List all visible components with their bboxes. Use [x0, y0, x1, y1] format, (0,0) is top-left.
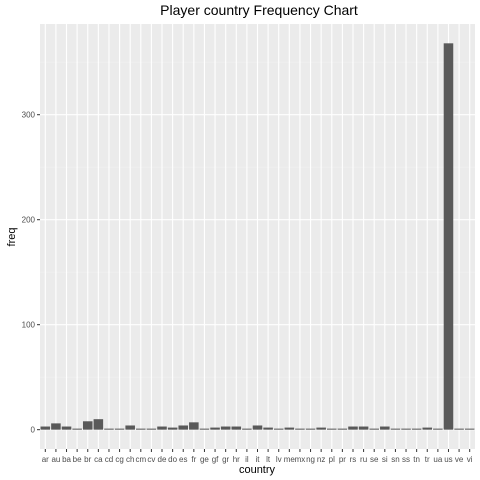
x-tick-label: vi — [467, 455, 473, 464]
x-tick-label: ar — [42, 455, 49, 464]
x-tick-label: ru — [360, 455, 367, 464]
bar-it — [252, 425, 263, 430]
bar-vi — [464, 428, 475, 430]
bar-de — [157, 426, 167, 430]
bar-tr — [422, 427, 433, 430]
x-tick-label: es — [179, 455, 187, 464]
x-tick-label: ss — [402, 455, 410, 464]
bar-cd — [104, 428, 114, 430]
x-tick-label: cv — [147, 455, 155, 464]
bar-me — [284, 427, 295, 430]
x-tick-label: nz — [317, 455, 325, 464]
x-tick-label: lt — [266, 455, 271, 464]
x-tick-label: tr — [425, 455, 430, 464]
bar-gr — [220, 426, 231, 430]
bar-us — [443, 43, 454, 430]
bar-sn — [390, 428, 401, 430]
bar-cm — [136, 428, 146, 430]
bar-il — [242, 428, 252, 430]
x-tick-label: us — [444, 455, 452, 464]
bar-cv — [146, 428, 157, 430]
x-tick-label: pl — [329, 455, 335, 464]
bar-fr — [189, 422, 199, 430]
x-tick-label: cg — [115, 455, 123, 464]
bar-mx — [295, 428, 305, 430]
bar-ch — [125, 425, 135, 430]
y-axis-title: freq — [6, 228, 18, 247]
x-tick-label: ua — [433, 455, 442, 464]
x-tick-label: cd — [105, 455, 113, 464]
x-tick-label: mx — [295, 455, 306, 464]
bar-br — [82, 421, 93, 430]
bar-lt — [263, 427, 273, 430]
bar-ru — [358, 426, 369, 430]
x-tick-label: ve — [455, 455, 464, 464]
x-axis-title: country — [239, 464, 276, 476]
bar-cg — [114, 428, 125, 430]
bar-nz — [316, 427, 326, 430]
x-tick-label: il — [245, 455, 249, 464]
bar-ar — [40, 426, 51, 430]
bar-pr — [337, 428, 348, 430]
bar-lv — [273, 428, 284, 430]
bar-tn — [411, 428, 422, 430]
bar-es — [178, 425, 189, 430]
bar-be — [72, 428, 82, 430]
bar-gf — [210, 427, 220, 430]
x-tick-label: ch — [126, 455, 134, 464]
bars — [40, 43, 475, 430]
x-tick-label: au — [51, 455, 60, 464]
x-tick-label: se — [370, 455, 379, 464]
x-tick-label: cm — [135, 455, 146, 464]
bar-rs — [348, 426, 358, 430]
bar-au — [51, 423, 61, 430]
bar-ve — [454, 428, 464, 430]
x-tick-label: de — [158, 455, 167, 464]
x-tick-label: br — [84, 455, 91, 464]
x-tick-label: me — [284, 455, 296, 464]
grid-lines — [40, 24, 475, 449]
x-tick-label: hr — [233, 455, 240, 464]
bar-hr — [231, 426, 242, 430]
x-tick-label: rs — [350, 455, 357, 464]
x-tick-label: tn — [413, 455, 420, 464]
y-tick-label: 200 — [22, 216, 36, 225]
x-tick-label: lv — [276, 455, 282, 464]
x-tick-label: gf — [212, 455, 219, 464]
y-tick-label: 0 — [31, 426, 36, 435]
bar-ng — [305, 428, 316, 430]
x-tick-label: be — [73, 455, 82, 464]
x-tick-label: gr — [222, 455, 229, 464]
x-tick-label: ng — [306, 455, 315, 464]
x-tick-label: si — [382, 455, 388, 464]
y-tick-label: 300 — [22, 111, 36, 120]
x-axis: ar au ba be br ca cd cg ch cm cv de do es fr ge gf gr hr il… — [42, 449, 473, 464]
bar-ua — [433, 428, 443, 430]
bar-ba — [61, 426, 72, 430]
x-tick-label: ca — [94, 455, 103, 464]
x-tick-label: it — [256, 455, 261, 464]
bar-ca — [93, 419, 104, 430]
x-tick-label: ge — [200, 455, 209, 464]
x-tick-label: sn — [391, 455, 399, 464]
bar-ss — [401, 428, 411, 430]
x-tick-label: do — [168, 455, 177, 464]
x-tick-label: ba — [62, 455, 71, 464]
x-tick-label: pr — [339, 455, 346, 464]
x-tick-label: fr — [191, 455, 196, 464]
y-axis: 0 100 200 300 — [22, 111, 40, 435]
y-tick-label: 100 — [22, 321, 36, 330]
bar-pl — [326, 428, 337, 430]
bar-se — [369, 428, 379, 430]
bar-ge — [199, 428, 210, 430]
chart-title: Player country Frequency Chart — [160, 2, 358, 18]
bar-do — [167, 427, 178, 430]
bar-si — [380, 426, 390, 430]
